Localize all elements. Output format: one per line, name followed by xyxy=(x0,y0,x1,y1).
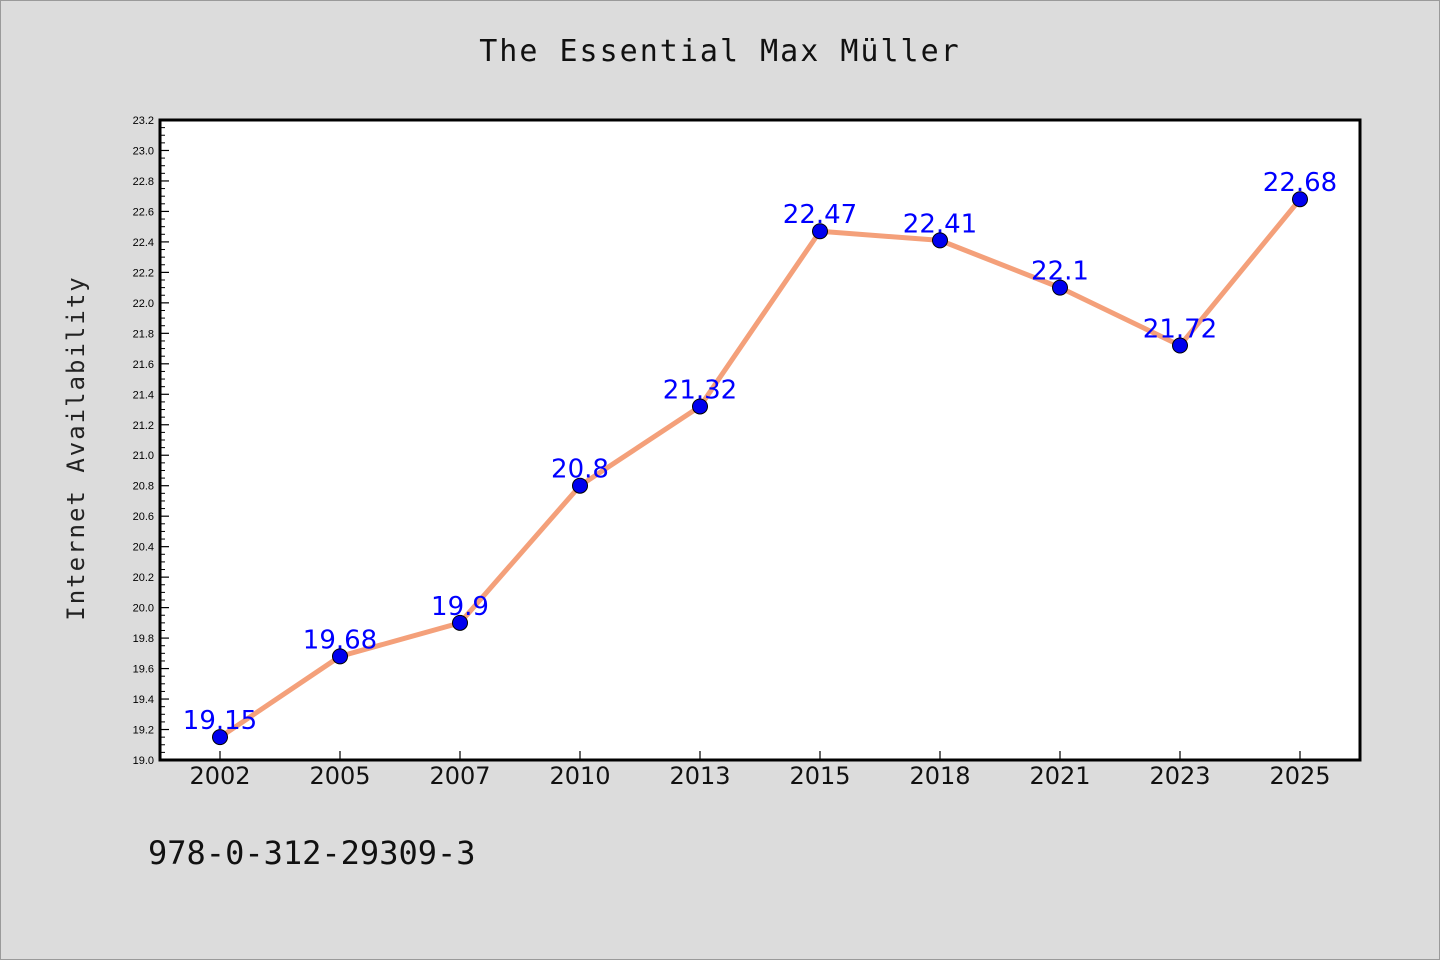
x-tick-label: 2013 xyxy=(669,762,730,790)
data-label: 22.1 xyxy=(1031,257,1089,287)
y-tick-label: 19.8 xyxy=(133,633,154,645)
x-tick-label: 2025 xyxy=(1269,762,1330,790)
y-tick-label: 23.2 xyxy=(133,115,154,127)
y-tick-label: 20.6 xyxy=(133,511,154,523)
y-axis-ticks: 19.0 19.2 19.4 19.6 19.8 20.0 20.2 20.4 20.6 20.8… xyxy=(133,115,169,767)
y-tick-label: 20.0 xyxy=(133,603,154,615)
plot-border xyxy=(158,118,1362,762)
data-label: 22.41 xyxy=(903,209,977,239)
x-tick-label: 2002 xyxy=(189,762,250,790)
y-tick-label: 22.8 xyxy=(133,176,154,188)
y-tick-label: 23.0 xyxy=(133,145,154,157)
data-point xyxy=(812,223,828,240)
data-points xyxy=(212,191,1308,746)
data-label: 20.8 xyxy=(551,455,609,485)
y-tick-label: 22.0 xyxy=(133,298,154,310)
x-tick-label: 2021 xyxy=(1029,762,1090,790)
y-tick-label: 20.8 xyxy=(133,481,154,493)
data-label: 22.68 xyxy=(1263,168,1337,198)
x-axis-ticks: 2002 2005 2007 2010 2013 2015 2018 2021 2023 2025 xyxy=(189,751,1331,790)
data-point xyxy=(212,729,228,746)
x-tick-label: 2007 xyxy=(429,762,490,790)
data-point xyxy=(572,477,588,494)
chart-title: The Essential Max Müller xyxy=(479,34,961,69)
data-point xyxy=(692,398,708,415)
data-label: 19.15 xyxy=(183,706,257,736)
isbn-footnote: 978-0-312-29309-3 xyxy=(148,834,476,872)
x-tick-label: 2015 xyxy=(789,762,850,790)
data-point xyxy=(1172,337,1188,354)
y-tick-label: 21.2 xyxy=(133,420,154,432)
y-tick-label: 19.6 xyxy=(133,664,154,676)
y-tick-label: 21.6 xyxy=(133,359,154,371)
data-label: 22.47 xyxy=(783,200,857,230)
x-tick-label: 2005 xyxy=(309,762,370,790)
data-point xyxy=(1052,279,1068,296)
y-tick-label: 19.2 xyxy=(133,725,154,737)
x-tick-label: 2018 xyxy=(909,762,970,790)
data-point xyxy=(452,614,468,631)
data-labels: 19.15 19.68 19.9 20.8 21.32 22.47 22.41 22.1 21.… xyxy=(183,168,1337,736)
y-tick-label: 19.0 xyxy=(133,755,154,767)
y-tick-label: 20.4 xyxy=(133,542,154,554)
data-label: 21.72 xyxy=(1143,315,1217,345)
y-tick-label: 22.6 xyxy=(133,206,154,218)
y-tick-label: 21.0 xyxy=(133,450,154,462)
y-tick-label: 22.2 xyxy=(133,267,154,279)
data-point xyxy=(932,232,948,249)
y-tick-label: 20.2 xyxy=(133,572,154,584)
series-line xyxy=(217,196,1303,740)
y-tick-label: 21.8 xyxy=(133,328,154,340)
x-tick-label: 2010 xyxy=(549,762,610,790)
data-label: 19.68 xyxy=(303,625,377,655)
data-label: 21.32 xyxy=(663,375,737,405)
x-tick-label: 2023 xyxy=(1149,762,1210,790)
data-label: 19.9 xyxy=(431,592,489,622)
y-tick-label: 21.4 xyxy=(133,389,154,401)
y-tick-label: 22.4 xyxy=(133,237,154,249)
y-tick-label: 19.4 xyxy=(133,694,154,706)
data-point xyxy=(1292,191,1308,208)
data-point xyxy=(332,648,348,665)
